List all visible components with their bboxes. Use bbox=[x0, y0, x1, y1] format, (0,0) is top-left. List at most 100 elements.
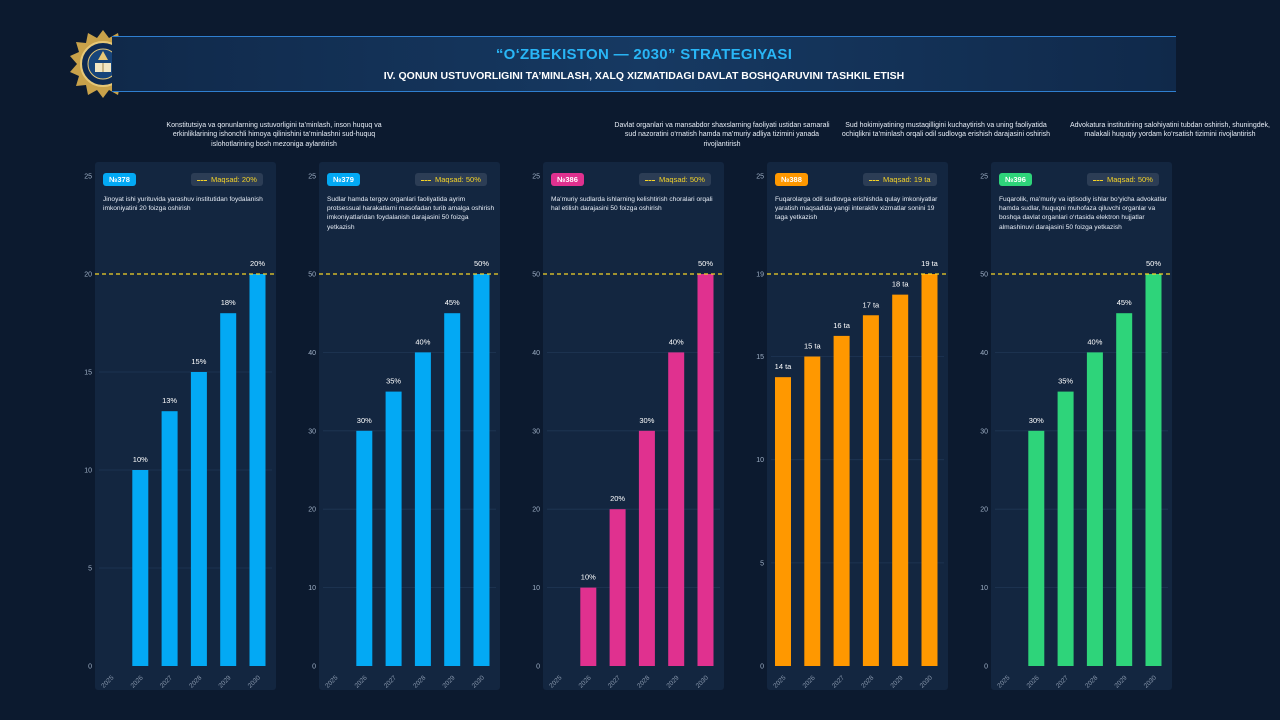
bar-value-label: 19 ta bbox=[921, 259, 939, 268]
bar-value-label: 45% bbox=[1117, 298, 1132, 307]
bar-value-label: 35% bbox=[1058, 377, 1073, 386]
bar-chart-1: 0510152025202510%202613%202715%202818%20… bbox=[84, 174, 276, 690]
target-legend: Maqsad: 50% bbox=[415, 173, 487, 186]
bar-value-label: 50% bbox=[698, 259, 713, 268]
y-tick-label: 30 bbox=[532, 428, 540, 435]
goal-text: Jinoyat ishi yurituvida yarashuv institu… bbox=[103, 196, 263, 213]
x-tick-label: 2026 bbox=[802, 674, 817, 689]
dashed-line-icon bbox=[421, 179, 431, 181]
y-tick-label: 10 bbox=[308, 585, 316, 592]
bar bbox=[697, 274, 714, 666]
x-tick-label: 2026 bbox=[578, 674, 593, 689]
x-tick-label: 2027 bbox=[383, 674, 398, 689]
bar-chart-5: 0102030405025202530%202635%202740%202845… bbox=[980, 174, 1172, 690]
x-tick-label: 2029 bbox=[1113, 674, 1128, 689]
x-tick-label: 2027 bbox=[1055, 674, 1070, 689]
chart-panel bbox=[95, 162, 276, 690]
x-tick-label: 2028 bbox=[412, 674, 427, 689]
x-tick-label: 2025 bbox=[772, 674, 787, 689]
y-tick-label: 20 bbox=[84, 272, 92, 279]
x-tick-label: 2026 bbox=[1026, 674, 1041, 689]
y-tick-label: 50 bbox=[532, 272, 540, 279]
y-tick-label: 10 bbox=[532, 585, 540, 592]
y-tick-label: 40 bbox=[532, 350, 540, 357]
x-tick-label: 2028 bbox=[188, 674, 203, 689]
bar-value-label: 20% bbox=[610, 494, 625, 503]
bar bbox=[1028, 430, 1045, 666]
y-tick-label: 0 bbox=[984, 664, 988, 671]
panel-description: Advokatura institutining salohiyatini tu… bbox=[1069, 122, 1270, 139]
bar bbox=[609, 509, 626, 666]
page-subtitle: IV. QONUN USTUVORLIGINI TA’MINLASH, XALQ… bbox=[383, 70, 905, 82]
bar-value-label: 35% bbox=[386, 377, 401, 386]
bar-chart-4: 0 5 10 15 19 25 14 ta 2025 15 ta 2026 16 ta 2027 17 … bbox=[756, 174, 948, 690]
bar-chart-2: 0102030405025202530%202635%202740%202845… bbox=[308, 174, 500, 690]
goal-text: Fuqarolarga odil sudlovga erishishda qul… bbox=[775, 196, 938, 222]
bar bbox=[1086, 352, 1103, 666]
y-tick-label: 15 bbox=[84, 370, 92, 377]
target-legend: Maqsad: 50% bbox=[639, 173, 711, 186]
bar-value-label: 40% bbox=[415, 337, 430, 346]
indicator-badge: №396 bbox=[999, 173, 1032, 186]
y-tick-label: 10 bbox=[980, 585, 988, 592]
x-tick-label: 2028 bbox=[636, 674, 651, 689]
chart-panel bbox=[543, 162, 724, 690]
dashed-line-icon bbox=[645, 179, 655, 181]
bar-value-label: 40% bbox=[1087, 337, 1102, 346]
x-tick-label: 2028 bbox=[1084, 674, 1099, 689]
page-header: “O‘ZBEKISTON — 2030” STRATEGIYASI IV. QO… bbox=[112, 36, 1176, 92]
x-tick-label: 2030 bbox=[247, 674, 262, 689]
bar-value-label: 17 ta bbox=[863, 300, 881, 309]
x-tick-label: 2029 bbox=[889, 674, 904, 689]
x-tick-label: 2027 bbox=[159, 674, 174, 689]
target-label: Maqsad: 20% bbox=[211, 175, 257, 184]
bar bbox=[444, 313, 461, 666]
y-tick-label: 25 bbox=[308, 174, 316, 181]
goal-text: Fuqarolik, ma’muriy va iqtisodiy ishlar … bbox=[999, 196, 1167, 231]
bar bbox=[356, 430, 373, 666]
page-title: “O‘ZBEKISTON — 2030” STRATEGIYASI bbox=[495, 46, 793, 63]
y-tick-label: 10 bbox=[84, 468, 92, 475]
bar-value-label: 10% bbox=[133, 455, 148, 464]
target-legend: Maqsad: 20% bbox=[191, 173, 263, 186]
bar-value-label: 45% bbox=[445, 298, 460, 307]
bar bbox=[862, 315, 879, 666]
bar bbox=[161, 411, 178, 666]
x-tick-label: 2025 bbox=[548, 674, 563, 689]
bar-value-label: 15 ta bbox=[804, 342, 822, 351]
y-tick-label: 50 bbox=[980, 272, 988, 279]
y-tick-label: 20 bbox=[980, 507, 988, 514]
x-tick-label: 2025 bbox=[996, 674, 1011, 689]
x-tick-label: 2027 bbox=[607, 674, 622, 689]
x-tick-label: 2028 bbox=[860, 674, 875, 689]
y-tick-label: 20 bbox=[308, 507, 316, 514]
bar-value-label: 50% bbox=[474, 259, 489, 268]
y-tick-label: 5 bbox=[760, 560, 764, 567]
bar bbox=[668, 352, 685, 666]
bar bbox=[385, 391, 402, 666]
indicator-badge: №379 bbox=[327, 173, 360, 186]
bar-value-label: 10% bbox=[581, 573, 596, 582]
bar-value-label: 15% bbox=[191, 357, 206, 366]
dashed-line-icon bbox=[197, 179, 207, 181]
y-tick-label: 20 bbox=[532, 507, 540, 514]
bar bbox=[775, 377, 791, 666]
y-tick-label: 25 bbox=[756, 174, 764, 181]
target-legend: Maqsad: 19 ta bbox=[863, 173, 937, 186]
target-label: Maqsad: 19 ta bbox=[883, 175, 931, 184]
bar bbox=[473, 274, 490, 666]
y-tick-label: 25 bbox=[980, 174, 988, 181]
bar bbox=[132, 470, 149, 666]
x-tick-label: 2025 bbox=[100, 674, 115, 689]
x-tick-label: 2029 bbox=[441, 674, 456, 689]
indicator-badge: №378 bbox=[103, 173, 136, 186]
x-tick-label: 2030 bbox=[471, 674, 486, 689]
indicator-badge: №386 bbox=[551, 173, 584, 186]
bar bbox=[638, 430, 655, 666]
x-tick-label: 2030 bbox=[695, 674, 710, 689]
chart-panel bbox=[319, 162, 500, 690]
y-tick-label: 10 bbox=[756, 457, 764, 464]
x-tick-label: 2029 bbox=[665, 674, 680, 689]
bar-value-label: 16 ta bbox=[833, 321, 851, 330]
